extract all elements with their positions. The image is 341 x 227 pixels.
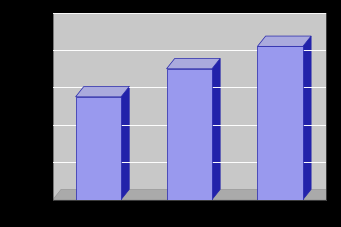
Polygon shape [303,37,311,200]
Bar [166,69,212,200]
Polygon shape [121,87,129,200]
Bar [257,47,303,200]
Polygon shape [212,59,220,200]
Bar [76,97,121,200]
Polygon shape [257,37,311,47]
Polygon shape [166,59,220,69]
Polygon shape [53,190,334,200]
Polygon shape [76,87,129,97]
